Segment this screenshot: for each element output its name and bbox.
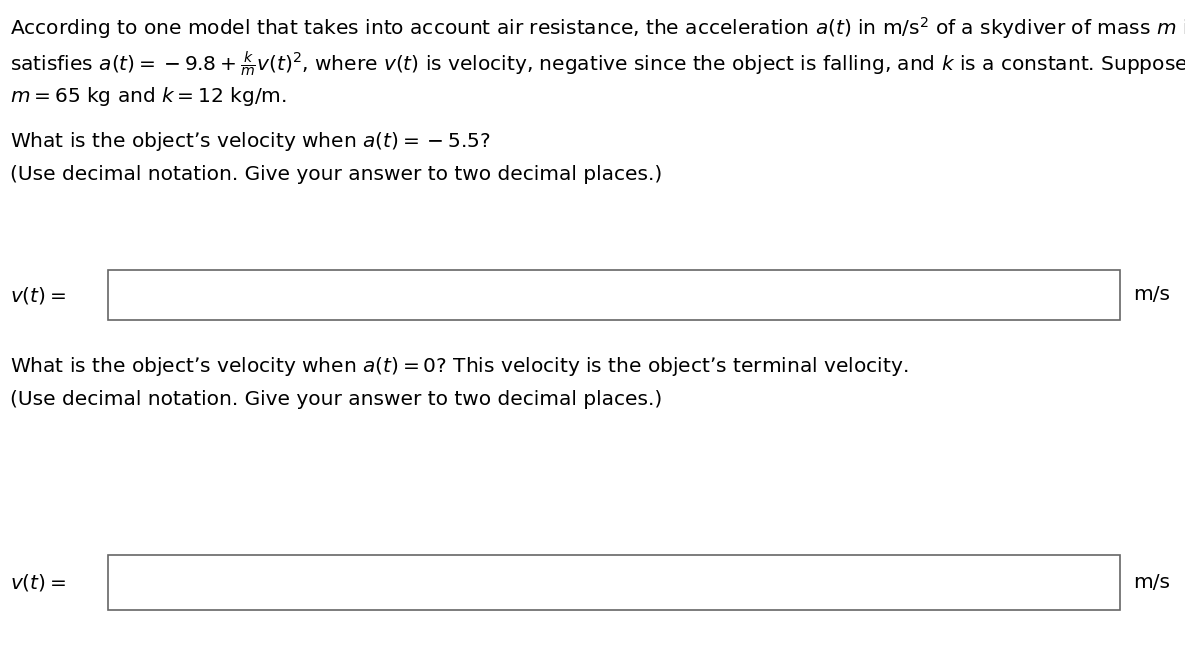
Text: According to one model that takes into account air resistance, the acceleration : According to one model that takes into a… xyxy=(9,15,1185,41)
FancyBboxPatch shape xyxy=(108,270,1120,320)
FancyBboxPatch shape xyxy=(108,555,1120,610)
Text: m/s: m/s xyxy=(1133,285,1170,304)
Text: satisfies $a(t) = -9.8 + \frac{k}{m}v(t)^2$, where $v(t)$ is velocity, negative : satisfies $a(t) = -9.8 + \frac{k}{m}v(t)… xyxy=(9,50,1185,80)
Text: $v(t) =$: $v(t) =$ xyxy=(9,572,66,593)
Text: (Use decimal notation. Give your answer to two decimal places.): (Use decimal notation. Give your answer … xyxy=(9,165,662,184)
Text: (Use decimal notation. Give your answer to two decimal places.): (Use decimal notation. Give your answer … xyxy=(9,390,662,409)
Text: $v(t) =$: $v(t) =$ xyxy=(9,285,66,306)
Text: m/s: m/s xyxy=(1133,573,1170,592)
Text: $m = 65$ kg and $k = 12$ kg/m.: $m = 65$ kg and $k = 12$ kg/m. xyxy=(9,85,287,108)
Text: What is the object’s velocity when $a(t) = 0$? This velocity is the object’s ter: What is the object’s velocity when $a(t)… xyxy=(9,355,908,378)
Text: What is the object’s velocity when $a(t) = -5.5$?: What is the object’s velocity when $a(t)… xyxy=(9,130,491,153)
